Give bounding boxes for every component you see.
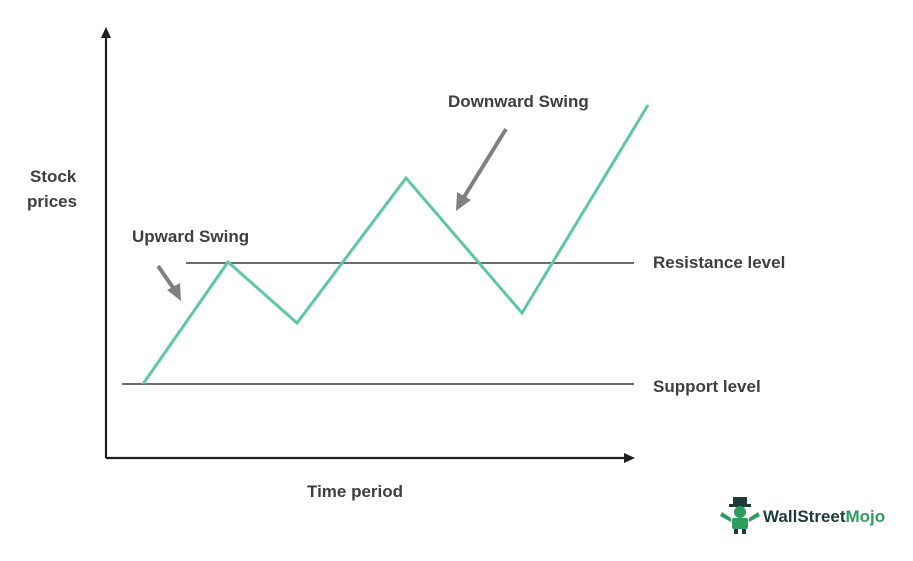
y-axis-arrowhead	[101, 27, 111, 38]
x-axis-arrowhead	[624, 453, 635, 463]
logo-text: WallStreetMojo	[763, 507, 885, 526]
y-axis-label-line1: Stock	[30, 167, 77, 186]
logo-text-wall: Wall	[763, 507, 797, 526]
downward-swing-label: Downward Swing	[448, 92, 589, 111]
wallstreetmojo-logo: WallStreetMojo	[720, 497, 885, 534]
x-axis-label: Time period	[307, 482, 403, 501]
logo-text-mojo: Mojo	[846, 507, 886, 526]
stock-price-line	[141, 104, 650, 385]
mojo-mascot-icon	[720, 497, 760, 534]
resistance-level-label: Resistance level	[653, 253, 785, 272]
upward-swing-pointer-head	[167, 283, 181, 301]
downward-swing-pointer	[462, 127, 508, 199]
upward-swing-pointer	[156, 264, 176, 291]
downward-swing-pointer-head	[456, 192, 471, 211]
y-axis-label-line2: prices	[27, 192, 77, 211]
logo-text-street: Street	[797, 507, 846, 526]
support-level-label: Support level	[653, 377, 761, 396]
upward-swing-label: Upward Swing	[132, 227, 249, 246]
